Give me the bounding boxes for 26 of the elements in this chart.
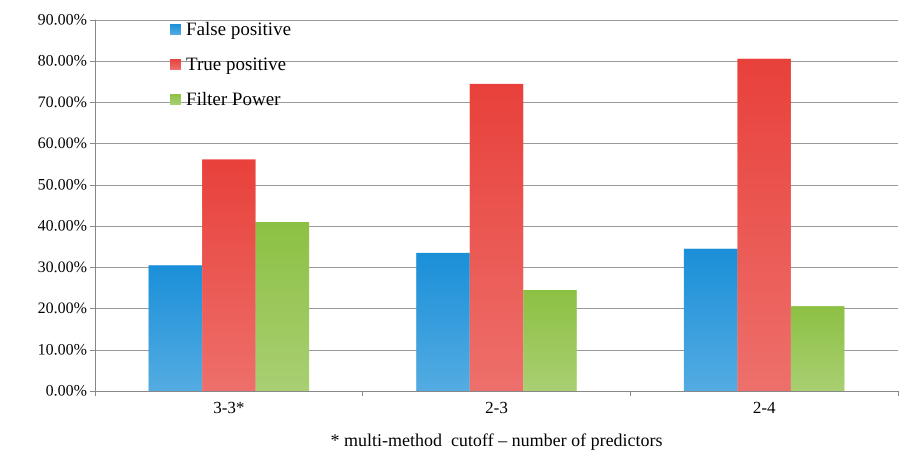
- bar: [790, 306, 844, 391]
- bar: [256, 222, 310, 391]
- y-tick-label: 40.00%: [38, 218, 87, 235]
- bar: [202, 159, 256, 391]
- legend-label: True positive: [186, 54, 286, 75]
- bar: [470, 84, 524, 391]
- bar: [737, 58, 791, 391]
- y-tick-label: 30.00%: [38, 258, 87, 276]
- bar: [148, 265, 202, 391]
- bar: [416, 252, 470, 391]
- legend-label: False positive: [186, 19, 292, 40]
- y-tick-label: 70.00%: [38, 94, 87, 111]
- x-tick-label: 2-4: [752, 398, 776, 417]
- y-tick-label: 60.00%: [38, 135, 87, 152]
- y-tick-label: 20.00%: [38, 300, 87, 318]
- y-tick-label: 50.00%: [38, 176, 87, 194]
- x-tick-label: 2-3: [485, 398, 508, 417]
- y-tick-label: 0.00%: [46, 382, 87, 400]
- y-tick-label: 10.00%: [38, 341, 87, 358]
- y-tick-label: 80.00%: [38, 52, 87, 70]
- x-axis-title: * multi-method cutoff – number of predictors: [330, 430, 663, 450]
- legend-label: Filter Power: [186, 89, 282, 110]
- bar: [684, 248, 738, 391]
- y-tick-label: 90.00%: [38, 12, 87, 28]
- x-tick-label: 3-3*: [213, 398, 244, 417]
- bar: [523, 290, 577, 391]
